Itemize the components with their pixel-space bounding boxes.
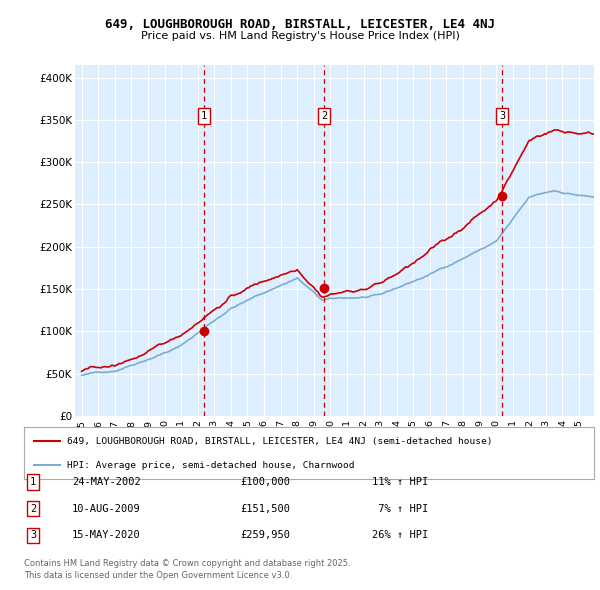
Text: 26% ↑ HPI: 26% ↑ HPI bbox=[372, 530, 428, 540]
Text: 15-MAY-2020: 15-MAY-2020 bbox=[72, 530, 141, 540]
Text: 3: 3 bbox=[499, 111, 505, 120]
Text: 7% ↑ HPI: 7% ↑ HPI bbox=[372, 504, 428, 513]
Text: £259,950: £259,950 bbox=[240, 530, 290, 540]
Text: 11% ↑ HPI: 11% ↑ HPI bbox=[372, 477, 428, 487]
Text: 24-MAY-2002: 24-MAY-2002 bbox=[72, 477, 141, 487]
Text: 1: 1 bbox=[201, 111, 207, 120]
Text: 1: 1 bbox=[30, 477, 36, 487]
Text: £151,500: £151,500 bbox=[240, 504, 290, 513]
Text: 649, LOUGHBOROUGH ROAD, BIRSTALL, LEICESTER, LE4 4NJ (semi-detached house): 649, LOUGHBOROUGH ROAD, BIRSTALL, LEICES… bbox=[67, 437, 492, 445]
Text: This data is licensed under the Open Government Licence v3.0.: This data is licensed under the Open Gov… bbox=[24, 571, 292, 579]
Text: Contains HM Land Registry data © Crown copyright and database right 2025.: Contains HM Land Registry data © Crown c… bbox=[24, 559, 350, 568]
Text: £100,000: £100,000 bbox=[240, 477, 290, 487]
Text: 10-AUG-2009: 10-AUG-2009 bbox=[72, 504, 141, 513]
Text: 2: 2 bbox=[321, 111, 327, 120]
Text: 649, LOUGHBOROUGH ROAD, BIRSTALL, LEICESTER, LE4 4NJ: 649, LOUGHBOROUGH ROAD, BIRSTALL, LEICES… bbox=[105, 18, 495, 31]
Text: Price paid vs. HM Land Registry's House Price Index (HPI): Price paid vs. HM Land Registry's House … bbox=[140, 31, 460, 41]
Text: HPI: Average price, semi-detached house, Charnwood: HPI: Average price, semi-detached house,… bbox=[67, 461, 354, 470]
Text: 2: 2 bbox=[30, 504, 36, 513]
Text: 3: 3 bbox=[30, 530, 36, 540]
